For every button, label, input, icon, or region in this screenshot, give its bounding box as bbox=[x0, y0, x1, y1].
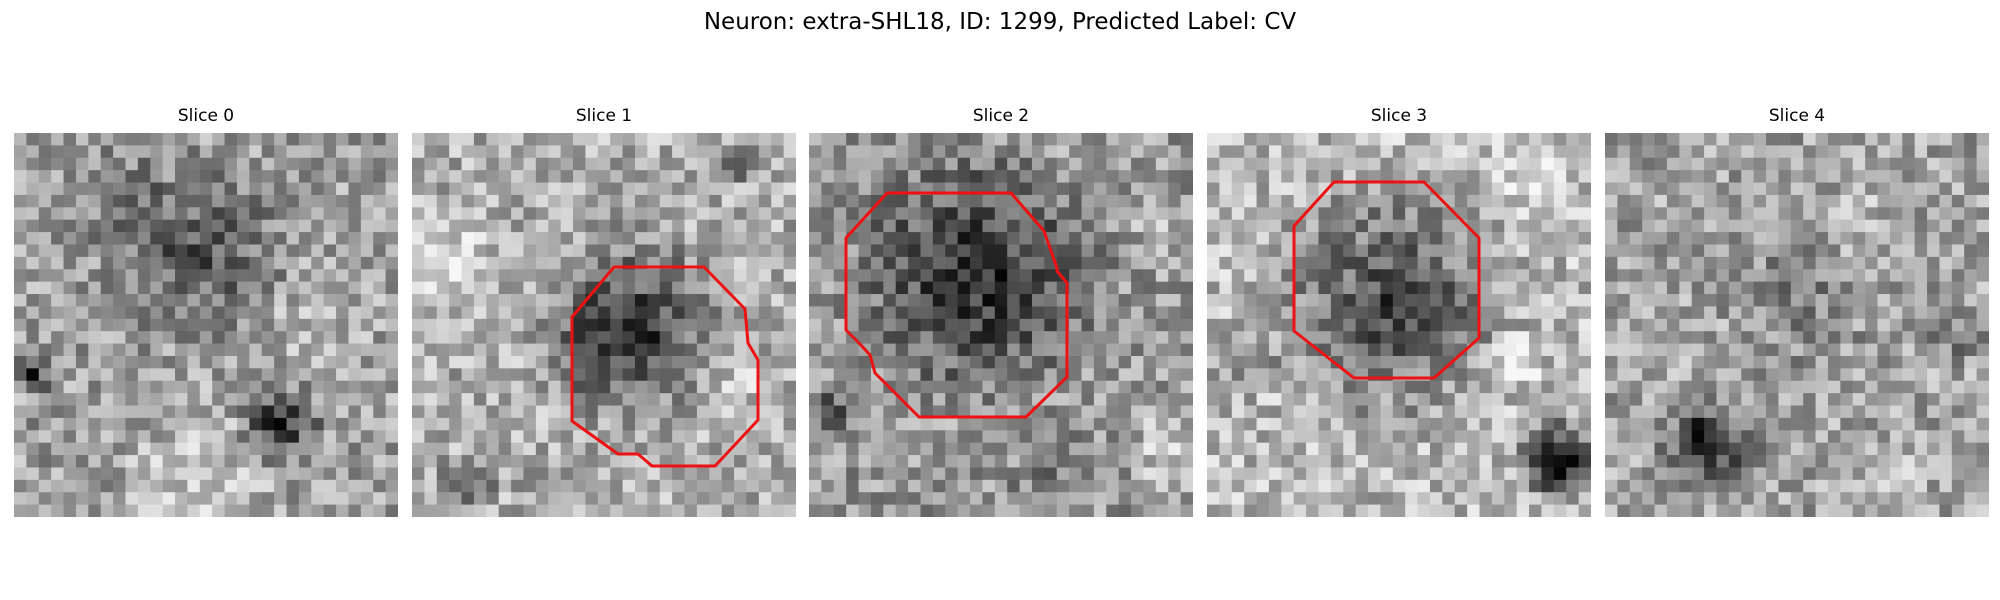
slice-image-2 bbox=[809, 133, 1193, 517]
slice-title-1: Slice 1 bbox=[575, 106, 633, 126]
slice-panel-3: Slice 3 bbox=[1207, 105, 1591, 517]
figure-title: Neuron: extra-SHL18, ID: 1299, Predicted… bbox=[703, 9, 1297, 35]
slice-title-0: Slice 0 bbox=[177, 106, 235, 126]
slice-image-1 bbox=[412, 133, 796, 517]
slice-image-3 bbox=[1207, 133, 1591, 517]
slice-image-4 bbox=[1605, 133, 1989, 517]
slice-title-4: Slice 4 bbox=[1768, 106, 1826, 126]
slice-title-2: Slice 2 bbox=[972, 106, 1030, 126]
slice-panel-0: Slice 0 bbox=[14, 105, 398, 517]
slice-image-0 bbox=[14, 133, 398, 517]
roi-contour-2 bbox=[844, 191, 1069, 419]
slice-panel-4: Slice 4 bbox=[1605, 105, 1989, 517]
slice-panel-1: Slice 1 bbox=[412, 105, 796, 517]
slice-title-3: Slice 3 bbox=[1370, 106, 1428, 126]
roi-contour-1 bbox=[570, 265, 760, 468]
slice-panel-2: Slice 2 bbox=[809, 105, 1193, 517]
roi-contour-3 bbox=[1292, 180, 1481, 380]
